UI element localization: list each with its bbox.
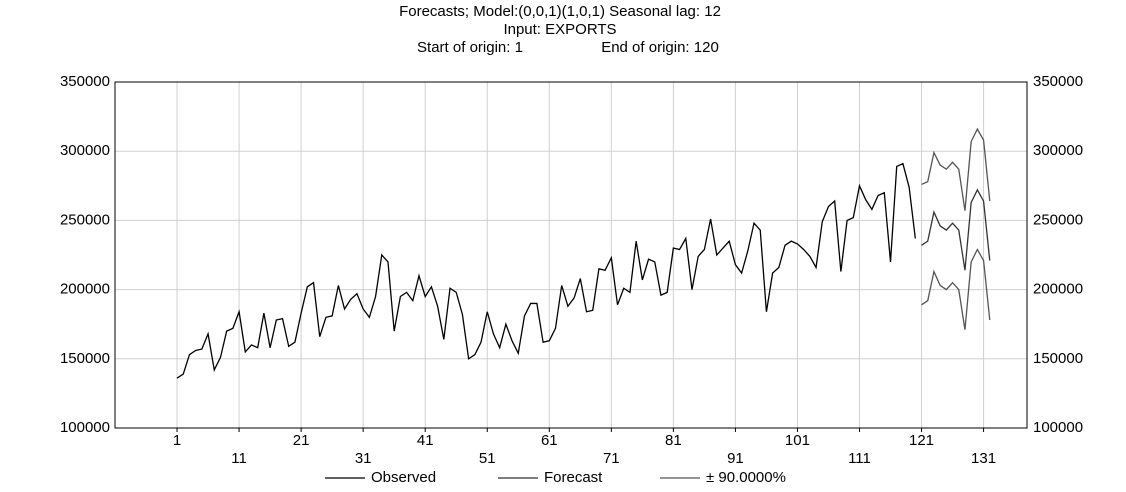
legend-label: Observed <box>371 469 436 486</box>
y-tick-label: 200000 <box>60 281 110 298</box>
origin-end: End of origin: 120 <box>601 39 719 56</box>
x-tick-label: 91 <box>727 450 744 467</box>
x-tick-label: 101 <box>785 432 810 449</box>
y-tick-label: 350000 <box>60 73 110 90</box>
x-tick-label: 51 <box>479 450 496 467</box>
y2-tick-label: 150000 <box>1033 350 1083 367</box>
x-tick-label: 121 <box>909 432 934 449</box>
x-tick-label: 41 <box>417 432 434 449</box>
x-tick-label: 71 <box>603 450 620 467</box>
y-tick-label: 300000 <box>60 142 110 159</box>
x-tick-label: 81 <box>665 432 682 449</box>
x-tick-label: 111 <box>848 450 871 467</box>
origin-start: Start of origin: 1 <box>417 39 523 56</box>
series-line <box>921 188 991 271</box>
chart-title: Forecasts; Model:(0,0,1)(1,0,1) Seasonal… <box>399 3 721 20</box>
y2-tick-label: 300000 <box>1033 142 1083 159</box>
x-tick-label: 1 <box>173 432 181 449</box>
plot-frame <box>114 81 1028 429</box>
y2-tick-label: 200000 <box>1033 281 1083 298</box>
chart-subtitle: Input: EXPORTS <box>503 21 616 38</box>
legend-label: ± 90.0000% <box>706 469 786 486</box>
y2-tick-label: 350000 <box>1033 73 1083 90</box>
band-upper <box>921 127 991 211</box>
band-lower <box>921 248 991 330</box>
y-tick-label: 250000 <box>60 211 110 228</box>
y2-tick-label: 100000 <box>1033 419 1083 436</box>
y-tick-label: 150000 <box>60 350 110 367</box>
x-tick-label: 31 <box>355 450 372 467</box>
x-tick-label: 61 <box>541 432 558 449</box>
x-tick-label: 131 <box>971 450 996 467</box>
x-tick-label: 11 <box>231 450 247 467</box>
series-line <box>176 162 916 379</box>
x-tick-label: 21 <box>293 432 310 449</box>
y2-tick-label: 250000 <box>1033 211 1083 228</box>
legend-label: Forecast <box>544 469 603 486</box>
y-tick-label: 100000 <box>60 419 110 436</box>
